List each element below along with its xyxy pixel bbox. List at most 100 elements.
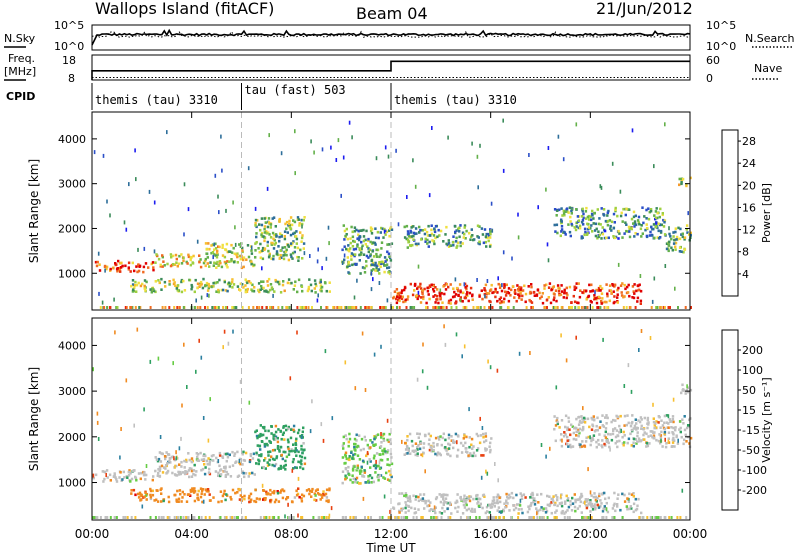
range-cell bbox=[495, 495, 498, 499]
range-cell bbox=[590, 504, 593, 507]
near-range-cell bbox=[378, 516, 381, 519]
range-cell bbox=[247, 475, 250, 478]
range-cell bbox=[277, 245, 280, 248]
range-cell bbox=[632, 492, 635, 495]
range-cell bbox=[418, 230, 421, 234]
range-cell bbox=[447, 285, 450, 289]
range-cell bbox=[518, 504, 522, 507]
near-range-cell bbox=[440, 306, 443, 309]
range-cell bbox=[261, 257, 265, 261]
range-cell bbox=[663, 427, 666, 431]
range-cell bbox=[604, 219, 608, 223]
range-cell bbox=[678, 246, 682, 249]
range-cell bbox=[482, 241, 486, 245]
range-cell bbox=[249, 281, 252, 285]
range-cell bbox=[235, 253, 238, 257]
range-cell bbox=[404, 448, 408, 451]
sparse-cell bbox=[198, 338, 200, 343]
nave-line bbox=[91, 60, 690, 80]
range-cell bbox=[590, 416, 593, 420]
range-cell bbox=[387, 266, 391, 269]
range-cell bbox=[151, 493, 155, 497]
range-cell bbox=[265, 290, 268, 293]
range-cell bbox=[218, 278, 221, 282]
range-cell bbox=[418, 285, 422, 288]
range-cell bbox=[659, 207, 662, 211]
range-cell bbox=[288, 450, 291, 453]
range-cell bbox=[620, 291, 623, 294]
range-cell bbox=[445, 225, 448, 229]
sparse-cell bbox=[330, 506, 333, 511]
range-cell bbox=[290, 449, 293, 453]
range-cell bbox=[231, 278, 234, 281]
range-cell bbox=[352, 239, 355, 243]
range-cell bbox=[449, 503, 452, 506]
near-range-cell bbox=[223, 516, 226, 519]
range-cell bbox=[423, 232, 427, 236]
range-cell bbox=[609, 433, 612, 436]
range-cell bbox=[489, 232, 492, 236]
range-cell bbox=[454, 293, 458, 296]
sparse-cell bbox=[620, 429, 622, 433]
range-cell bbox=[226, 455, 230, 459]
range-cell bbox=[591, 209, 594, 213]
range-cell bbox=[678, 420, 682, 423]
range-cell bbox=[434, 286, 437, 289]
range-cell bbox=[582, 216, 585, 220]
range-cell bbox=[616, 296, 619, 299]
range-cell bbox=[469, 452, 472, 455]
range-cell bbox=[290, 223, 294, 227]
range-cell bbox=[592, 217, 595, 220]
range-cell bbox=[301, 222, 304, 226]
range-cell bbox=[380, 436, 383, 439]
range-cell bbox=[292, 240, 295, 243]
range-cell bbox=[653, 236, 656, 240]
range-cell bbox=[134, 493, 137, 497]
range-cell bbox=[444, 447, 447, 451]
range-cell bbox=[594, 506, 597, 510]
range-cell bbox=[171, 471, 174, 475]
range-cell bbox=[422, 493, 426, 496]
range-cell bbox=[353, 240, 356, 243]
near-range-cell bbox=[469, 516, 471, 519]
range-cell bbox=[251, 457, 255, 460]
sparse-cell bbox=[560, 494, 562, 499]
near-range-cell bbox=[215, 306, 218, 309]
range-cell bbox=[518, 285, 521, 289]
range-cell bbox=[462, 291, 465, 295]
range-cell bbox=[636, 427, 639, 430]
range-cell bbox=[552, 500, 555, 503]
range-cell bbox=[683, 238, 686, 241]
near-range-cell bbox=[206, 306, 209, 309]
range-cell bbox=[434, 225, 438, 228]
range-cell bbox=[461, 231, 465, 235]
range-cell bbox=[593, 211, 596, 215]
range-cell bbox=[165, 451, 168, 454]
range-cell bbox=[406, 238, 410, 241]
range-cell bbox=[274, 430, 278, 434]
range-cell bbox=[264, 497, 267, 500]
range-cell bbox=[670, 445, 673, 448]
range-cell bbox=[476, 502, 479, 505]
near-range-cell bbox=[546, 516, 549, 519]
range-cell bbox=[302, 426, 305, 430]
range-cell bbox=[633, 292, 636, 295]
range-cell bbox=[438, 293, 442, 296]
sparse-cell bbox=[481, 426, 484, 430]
range-cell bbox=[218, 464, 221, 468]
range-cell bbox=[583, 445, 587, 448]
range-cell bbox=[347, 271, 350, 274]
sparse-cell bbox=[489, 365, 492, 370]
sparse-cell bbox=[560, 333, 562, 338]
sparse-cell bbox=[331, 416, 334, 421]
range-cell bbox=[383, 256, 387, 259]
range-cell bbox=[590, 224, 593, 227]
range-cell bbox=[287, 440, 290, 444]
range-cell bbox=[343, 462, 346, 465]
range-cell bbox=[432, 441, 435, 445]
range-cell bbox=[478, 225, 481, 228]
range-cell bbox=[259, 448, 262, 451]
sparse-cell bbox=[383, 494, 386, 499]
range-cell bbox=[141, 282, 144, 286]
range-cell bbox=[322, 492, 325, 496]
